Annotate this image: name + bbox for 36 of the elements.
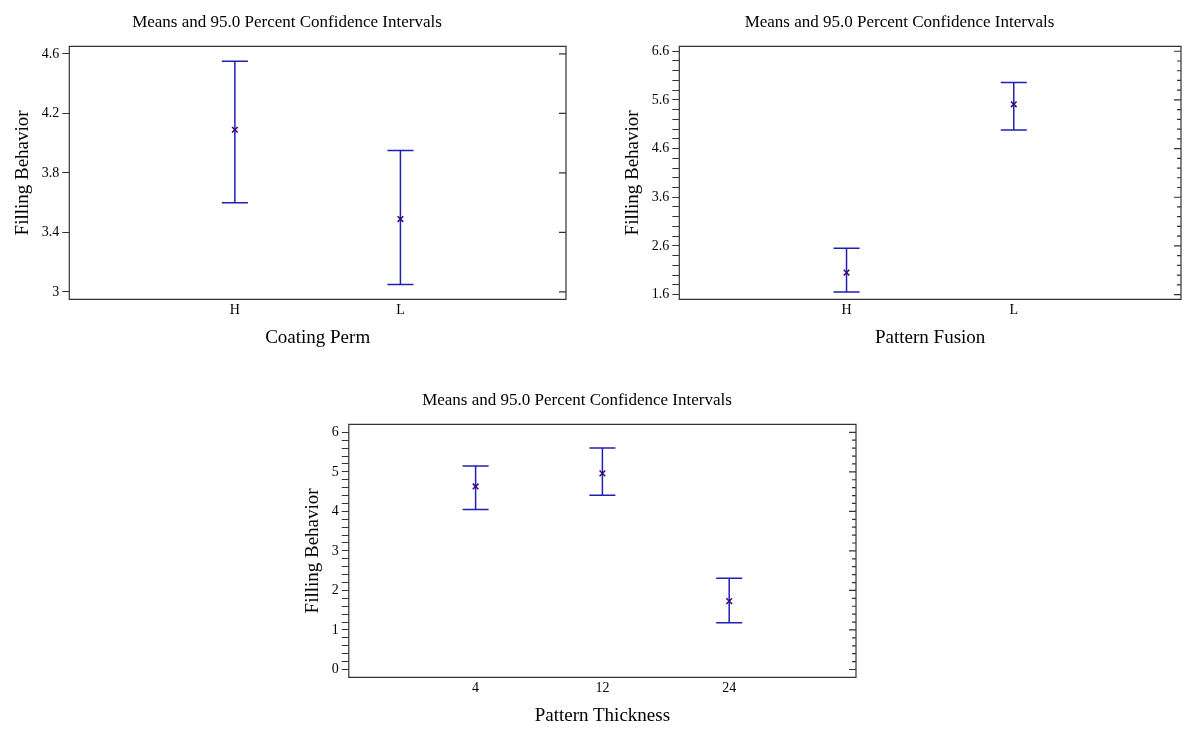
x-axis-title: Coating Perm (265, 325, 371, 347)
y-tick-label: 3 (52, 283, 60, 299)
y-tick-label: 4.6 (651, 140, 670, 156)
y-tick-label: 1.6 (651, 286, 670, 302)
y-tick-label: 6 (331, 423, 339, 439)
chart-title: Means and 95.0 Percent Confidence Intervals (422, 389, 732, 409)
x-axis-title: Pattern Thickness (534, 703, 671, 725)
y-axis-title: Filling Behavior (301, 487, 323, 614)
y-tick-label: 3.6 (651, 188, 670, 204)
x-tick-label: H (229, 302, 240, 318)
y-tick-label: 5 (331, 463, 339, 479)
y-axis-title: Filling Behavior (11, 109, 33, 236)
y-tick-label: 5.6 (651, 91, 670, 107)
y-tick-label: 6.6 (651, 42, 670, 58)
y-tick-label: 1 (331, 621, 339, 637)
x-tick-label: 12 (595, 680, 610, 696)
x-tick-label: 4 (472, 680, 480, 696)
y-tick-label: 4.6 (41, 45, 60, 61)
y-tick-label: 4 (331, 503, 339, 519)
x-tick-label: H (841, 302, 852, 318)
y-tick-label: 2 (331, 582, 339, 598)
x-axis-title: Pattern Fusion (874, 325, 986, 347)
y-tick-label: 4.2 (41, 105, 60, 121)
y-tick-label: 3.8 (41, 164, 60, 180)
chart-title: Means and 95.0 Percent Confidence Intervals (132, 11, 442, 31)
x-tick-label: L (396, 302, 405, 318)
point (472, 482, 480, 491)
chart-title: Means and 95.0 Percent Confidence Intervals (744, 11, 1055, 31)
y-tick-label: 3 (331, 542, 339, 558)
y-tick-label: 0 (331, 661, 339, 677)
y-tick-label: 3.4 (41, 224, 60, 240)
point (598, 469, 606, 477)
y-axis-title: Filling Behavior (621, 109, 643, 236)
y-tick-label: 2.6 (651, 237, 670, 253)
x-tick-label: L (1009, 302, 1019, 318)
x-tick-label: 24 (722, 680, 737, 696)
